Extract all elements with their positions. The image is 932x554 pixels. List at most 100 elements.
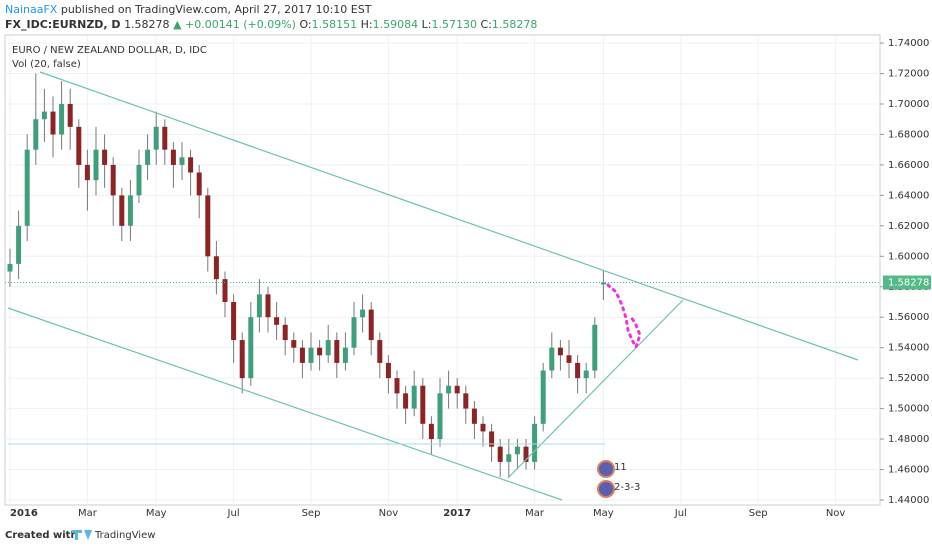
candle-body xyxy=(428,423,434,440)
candle-body xyxy=(231,301,237,341)
y-tick-label: 1.72000 xyxy=(888,69,929,80)
candle-body xyxy=(16,225,22,264)
candle-body xyxy=(497,446,503,462)
candle-body xyxy=(119,195,125,226)
y-tick-label: 1.70000 xyxy=(888,99,929,110)
candle-body xyxy=(557,347,563,356)
candles xyxy=(7,73,606,478)
candle-body xyxy=(110,164,116,196)
low: 1.57130 xyxy=(431,18,477,31)
candle-body xyxy=(153,126,159,150)
l-label: L: xyxy=(422,18,432,31)
candle-body xyxy=(170,149,176,165)
candle-body xyxy=(342,347,348,363)
y-tick-label: 1.60000 xyxy=(888,251,929,262)
candle-body xyxy=(575,362,581,379)
candle-body xyxy=(205,195,211,257)
candle-body xyxy=(282,324,288,341)
candle-body xyxy=(549,347,555,371)
x-tick-label: Nov xyxy=(379,508,399,519)
projection xyxy=(606,283,642,351)
candle-body xyxy=(145,149,151,165)
candle-body xyxy=(566,355,572,363)
price: 1.58278 xyxy=(124,18,170,31)
candle-body xyxy=(41,111,47,120)
chart-subtitle: Vol (20, false) xyxy=(12,59,81,70)
candle-body xyxy=(84,164,90,181)
candle-body xyxy=(136,164,142,196)
logo xyxy=(72,530,92,540)
published: published on TradingView.com, April 27, … xyxy=(61,3,372,16)
x-tick-label: Nov xyxy=(826,508,846,519)
y-tick-label: 1.50000 xyxy=(888,404,929,415)
y-tick-label: 1.52000 xyxy=(888,373,929,384)
icon xyxy=(597,480,615,498)
last-price-label: 1.58278 xyxy=(888,278,929,289)
icon xyxy=(597,460,615,478)
candle-body xyxy=(360,309,366,318)
candle-body xyxy=(196,172,202,196)
x-tick-label: May xyxy=(146,508,167,519)
candle-body xyxy=(403,393,409,409)
candle-body xyxy=(67,103,73,127)
x-tick-label: Mar xyxy=(78,508,98,519)
x-tick-label: May xyxy=(593,508,614,519)
candle-body xyxy=(50,111,56,135)
trend-line xyxy=(507,299,684,479)
trend-line xyxy=(7,307,563,501)
candle-body xyxy=(600,282,606,285)
author: NainaaFX xyxy=(5,3,58,16)
candle-body xyxy=(523,446,529,462)
h-label: H: xyxy=(361,18,373,31)
candle-body xyxy=(411,385,417,409)
drawings: 11 2-3-3 xyxy=(7,71,859,501)
candle-body xyxy=(179,157,185,165)
y-tick-label: 1.54000 xyxy=(888,343,929,354)
candle-body xyxy=(127,195,133,226)
footer-created: Created with xyxy=(5,530,78,541)
y-tick-label: 1.56000 xyxy=(888,312,929,323)
plot-frame xyxy=(4,34,881,506)
annotation: 11 xyxy=(614,462,627,473)
candle-body xyxy=(471,408,477,424)
candle-body xyxy=(583,370,589,379)
symbol: FX_IDC:EURNZD, D xyxy=(5,18,121,31)
candle-body xyxy=(437,393,443,440)
y-tick-label: 1.44000 xyxy=(888,495,929,506)
candle-body xyxy=(213,256,219,280)
x-tick-label: Jul xyxy=(674,508,687,519)
candle-body xyxy=(325,340,331,356)
candle-body xyxy=(592,324,598,371)
candle-body xyxy=(532,423,538,462)
candle-body xyxy=(317,347,323,356)
x-tick-label: Mar xyxy=(525,508,545,519)
header-line: NainaaFX published on TradingView.com, A… xyxy=(5,3,372,16)
last-price-box xyxy=(883,275,931,290)
candle-body xyxy=(463,393,469,409)
grid xyxy=(5,35,880,505)
candle-body xyxy=(351,317,357,348)
candle-body xyxy=(514,446,520,455)
c-label: C: xyxy=(480,18,491,31)
candle-body xyxy=(489,431,495,447)
candle-body xyxy=(377,340,383,363)
candle-body xyxy=(93,149,99,181)
change: ▲ +0.00141 (+0.09%) xyxy=(173,18,296,31)
open: 1.58151 xyxy=(312,18,358,31)
candle-body xyxy=(265,294,271,318)
y-tick-label: 1.46000 xyxy=(888,465,929,476)
candle-body xyxy=(188,157,194,173)
candle-body xyxy=(334,340,340,363)
candle-body xyxy=(7,263,13,272)
o-label: O: xyxy=(299,18,311,31)
x-tick-label: Jul xyxy=(227,508,240,519)
x-tick-label: 2017 xyxy=(443,508,471,519)
y-tick-label: 1.48000 xyxy=(888,434,929,445)
x-tick-label: 2016 xyxy=(10,508,38,519)
candle-body xyxy=(394,378,400,394)
candle-body xyxy=(308,347,314,363)
candle-body xyxy=(239,340,245,379)
candle-body xyxy=(102,149,108,165)
y-tick-label: 1.66000 xyxy=(888,160,929,171)
